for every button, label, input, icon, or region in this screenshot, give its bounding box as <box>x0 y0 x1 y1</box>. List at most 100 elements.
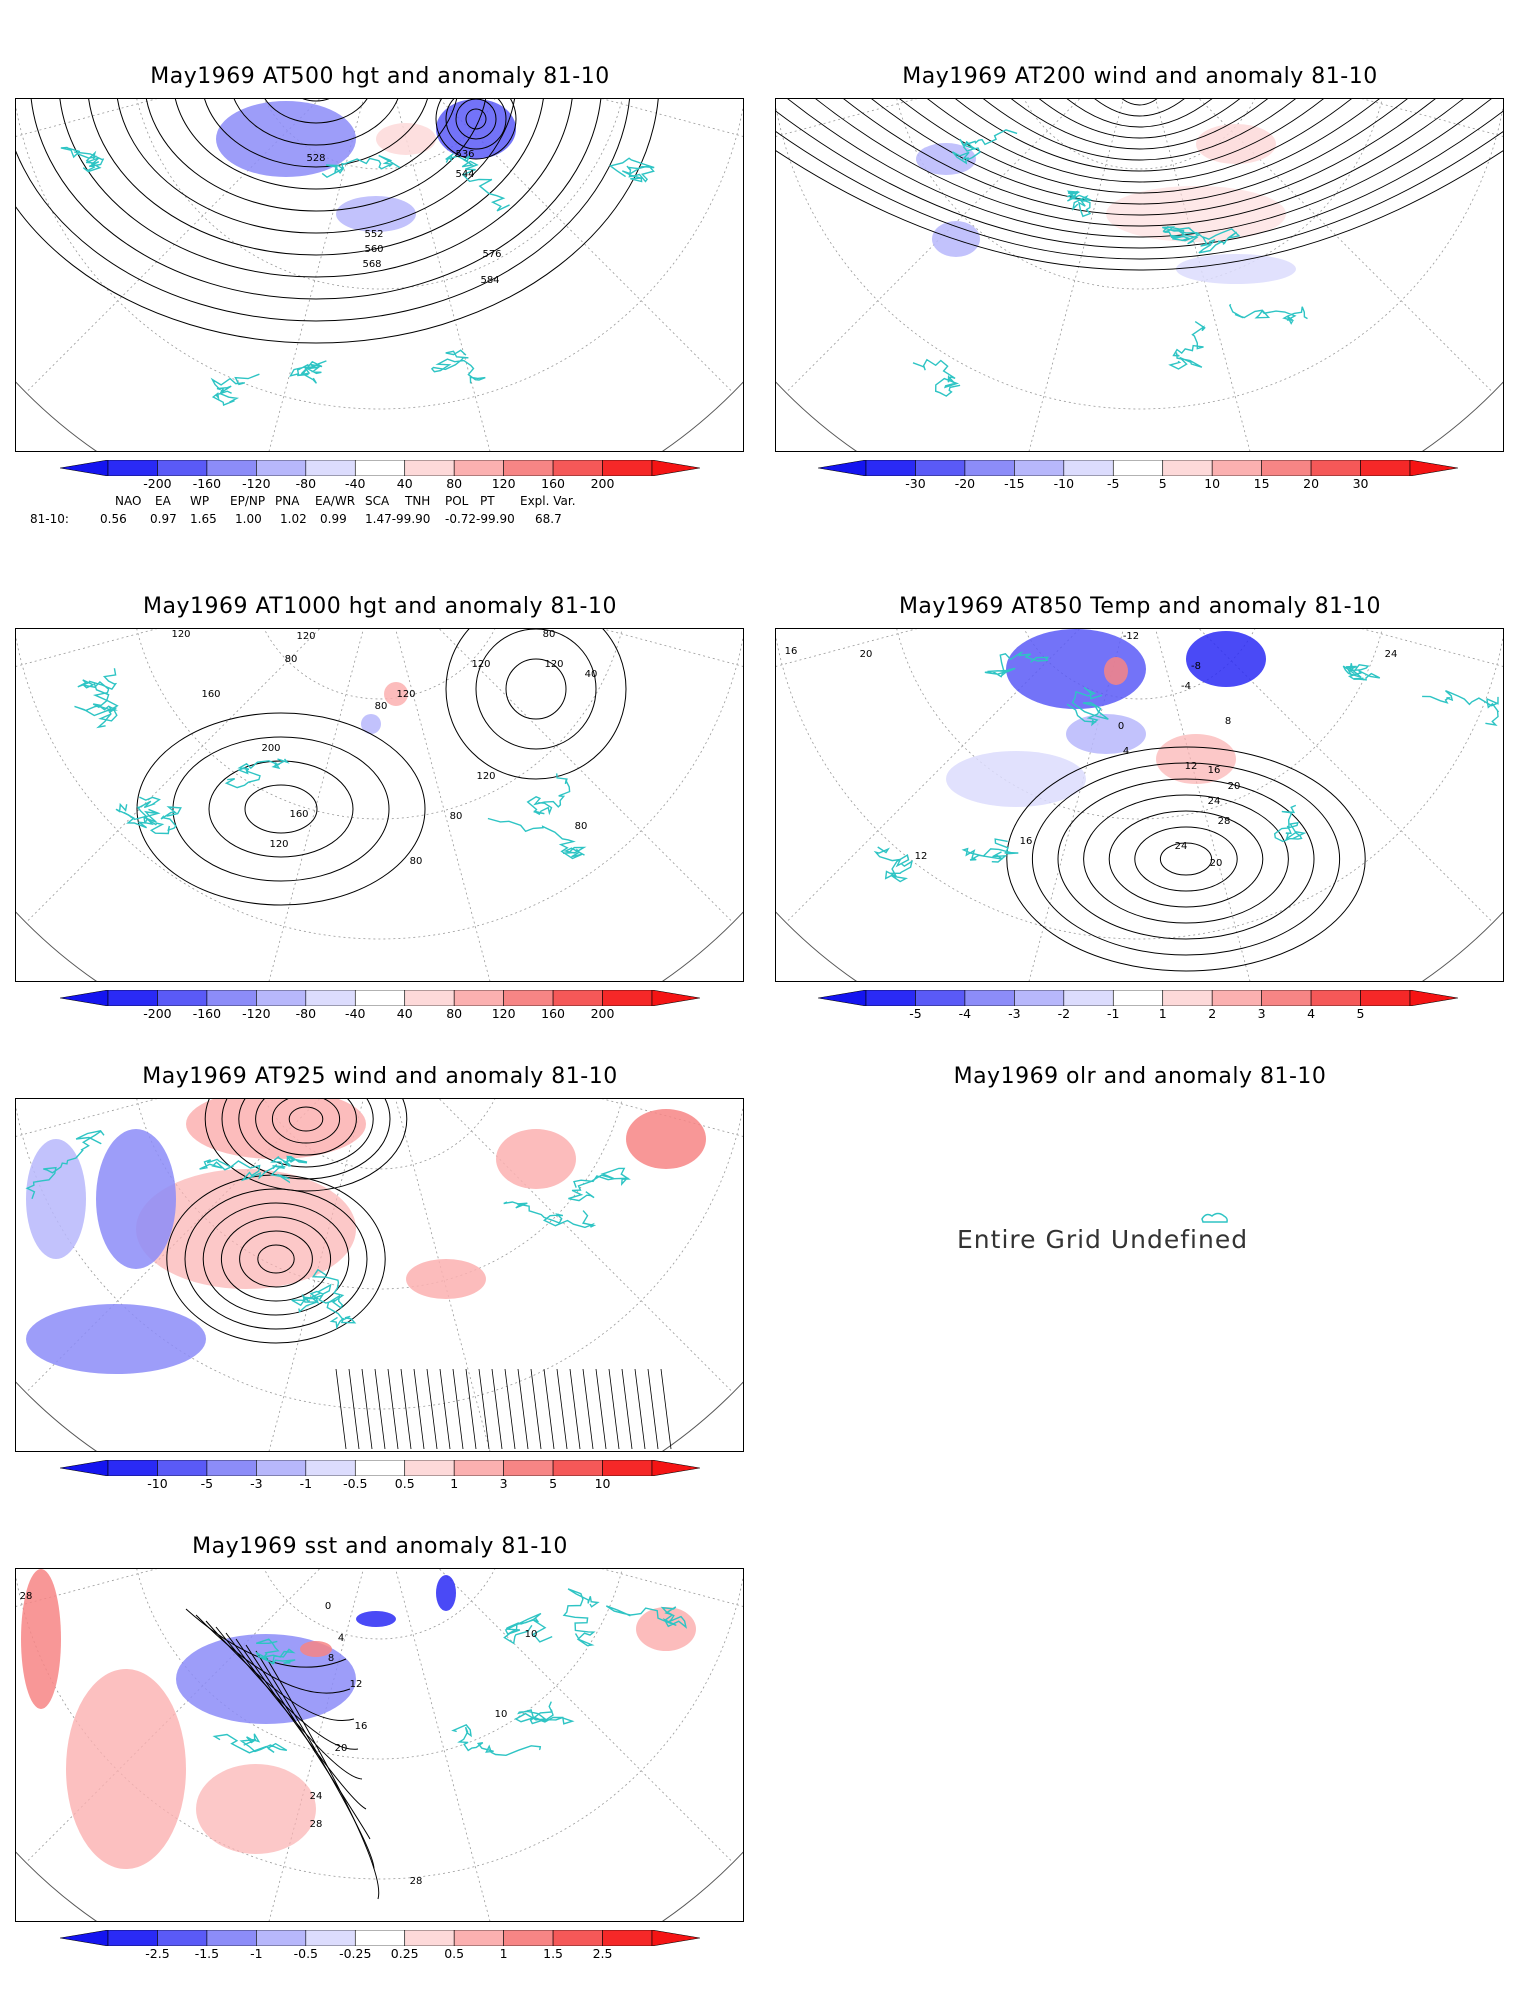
colorbar-min-arrow <box>60 1460 109 1476</box>
colorbar-tick-label: 1 <box>450 1476 459 1491</box>
anomaly-shading <box>26 1304 206 1374</box>
streamline <box>452 1368 464 1450</box>
colorbar-segment <box>453 460 504 476</box>
contour-label: 0 <box>1118 721 1124 732</box>
longitude-line <box>25 99 321 393</box>
colorbar-labels: -5 -4 -3 -2 -1 1 2 3 4 5 <box>818 1006 1458 1022</box>
colorbar-segment <box>915 990 966 1006</box>
colorbar-segment <box>503 1930 554 1946</box>
contour-label: 200 <box>261 743 280 754</box>
teleconnection-index: TNH <box>405 494 431 508</box>
contour-line <box>475 629 597 750</box>
longitude-line <box>1361 629 1503 667</box>
colorbar-tick-label: -1 <box>1107 1006 1120 1021</box>
colorbar-tick-label: -3 <box>1008 1006 1021 1021</box>
coastline <box>291 1283 336 1313</box>
contour-line <box>288 1106 324 1132</box>
streamline <box>647 1368 659 1450</box>
contour-label: 568 <box>362 259 381 270</box>
contour-line <box>88 99 544 256</box>
contour-label: 120 <box>476 771 495 782</box>
colorbar-segment <box>1261 460 1312 476</box>
streamline <box>776 131 1503 260</box>
colorbar-segment <box>1014 460 1065 476</box>
colorbar-tick-label: 160 <box>541 1006 566 1021</box>
colorbar-max-arrow <box>651 460 700 476</box>
contour-line <box>145 99 487 212</box>
coastline <box>255 1638 296 1665</box>
anomaly-shading <box>1196 124 1276 164</box>
contour-line <box>220 1216 332 1302</box>
teleconnection-value: 68.7 <box>535 512 562 526</box>
colorbar-segment <box>602 460 653 476</box>
contour-line <box>195 1614 351 1694</box>
colorbar-segment <box>256 1460 307 1476</box>
colorbar-tick-label: 15 <box>1253 476 1270 491</box>
contour-label: 120 <box>171 629 190 640</box>
contour-line <box>204 99 428 168</box>
colorbar-tick-label: -160 <box>192 476 222 491</box>
colorbar-segment <box>404 1930 455 1946</box>
map-at1000: 120 80 160 120 80 200 160 120 120 120 80 120 40 120 80… <box>15 628 744 982</box>
colorbar-tick-label: 1 <box>499 1946 508 1961</box>
anomaly-shading <box>1186 631 1266 687</box>
colorbar-labels: -2.5 -1.5 -1 -0.5 -0.25 0.25 0.5 1 1.5 2.5 <box>60 1946 700 1962</box>
colorbar-tick-label: -15 <box>1004 476 1025 491</box>
colorbar-segment <box>1211 460 1262 476</box>
map-svg: 16 20 -12 -8-4 24 0 4 8 12 16 20 24 28 24 20 16 12 <box>776 629 1503 981</box>
colorbar-tick-label: -3 <box>250 1476 263 1491</box>
colorbar-segment <box>552 1460 603 1476</box>
teleconnection-index: EP/NP <box>230 494 266 508</box>
contour-label: 10 <box>495 1709 508 1720</box>
colorbar-max-arrow <box>651 1460 700 1476</box>
contour-line <box>1031 762 1341 956</box>
streamline <box>787 99 1492 238</box>
colorbar-tick-label: 3 <box>499 1476 508 1491</box>
contour-line <box>445 99 507 150</box>
coastline <box>224 758 290 789</box>
anomaly-shading <box>1104 657 1128 685</box>
map-svg <box>16 1099 743 1451</box>
contour-line <box>455 99 497 140</box>
contour-line <box>1083 794 1289 924</box>
colorbar-segment <box>256 1930 307 1946</box>
colorbar-segment <box>964 990 1015 1006</box>
colorbar-segment <box>1360 990 1411 1006</box>
colorbar-min-arrow <box>60 1930 109 1946</box>
streamline <box>927 99 1352 183</box>
longitude-line <box>395 629 491 981</box>
colorbar-segment <box>354 1460 406 1476</box>
contour-line <box>117 99 515 234</box>
panel-at925: May1969 AT925 wind and anomaly 81-10 -10… <box>0 1060 760 1500</box>
streamline <box>569 1368 581 1450</box>
colorbar-segment <box>305 460 356 476</box>
colorbar-tick-label: 3 <box>1257 1006 1266 1021</box>
colorbar-segment <box>865 460 916 476</box>
colorbar-labels: -200 -160 -120 -80 -40 40 80 120 160 200 <box>60 476 700 492</box>
colorbar-tick-label: 0.25 <box>390 1946 419 1961</box>
colorbar-segment <box>206 1460 257 1476</box>
anomaly-shading <box>1176 254 1296 284</box>
colorbar-segment <box>305 1460 356 1476</box>
latitude-line <box>16 1575 743 1880</box>
colorbar-segment <box>157 460 208 476</box>
colorbar-graphic <box>818 990 1458 1006</box>
contour-label: 24 <box>1385 649 1398 660</box>
panel-at500: May1969 AT500 hgt and anomaly 81-10 528 5… <box>0 60 760 540</box>
contour-line <box>184 1188 368 1330</box>
colorbar-tick-label: -200 <box>143 1006 172 1021</box>
colorbar-tick-label: -0.5 <box>343 1476 368 1491</box>
coastline <box>1422 690 1500 727</box>
coastline <box>210 373 260 406</box>
colorbar-tick-label: -1 <box>250 1946 263 1961</box>
colorbar-segment <box>256 990 307 1006</box>
streamline <box>348 1368 360 1450</box>
coastline <box>430 349 486 384</box>
contour-label: 16 <box>355 1721 368 1732</box>
contour-label: 80 <box>285 654 298 665</box>
coastline <box>77 668 119 722</box>
streamline <box>504 1368 516 1450</box>
contour-label: 40 <box>585 669 598 680</box>
colorbar-segment <box>107 990 158 1006</box>
colorbar-tick-label: 0.5 <box>444 1946 465 1961</box>
